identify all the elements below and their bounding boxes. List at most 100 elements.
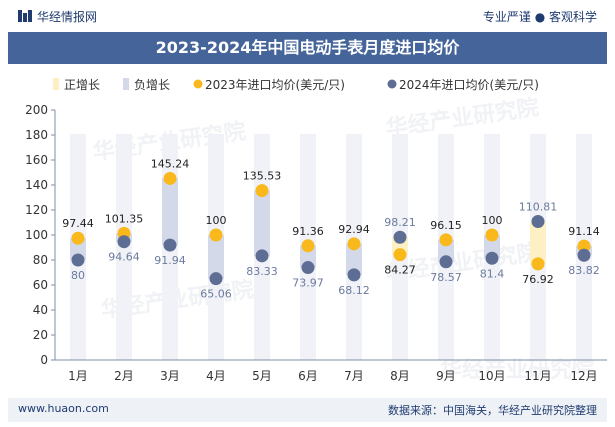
negative-growth-bar	[300, 245, 316, 268]
legend-label-2023: 2023年进口均价(美元/只)	[205, 78, 345, 92]
x-tick-label: 11月	[524, 369, 551, 383]
legend-marker-2024	[387, 79, 397, 89]
marker-2023[interactable]	[71, 231, 85, 245]
legend-label-2024: 2024年进口均价(美元/只)	[399, 78, 539, 92]
data-label-2024: 81.4	[480, 267, 505, 280]
data-label-2024: 73.97	[292, 277, 324, 290]
x-tick-label: 4月	[206, 369, 226, 383]
x-tick-label: 5月	[252, 369, 272, 383]
marker-2024[interactable]	[439, 255, 453, 269]
month-bands	[70, 134, 592, 360]
x-tick-label: 2月	[114, 369, 134, 383]
x-tick-label: 7月	[344, 369, 364, 383]
marker-2024[interactable]	[209, 272, 223, 286]
data-label-2024: 78.57	[430, 271, 462, 284]
marker-2023[interactable]	[531, 257, 545, 271]
marker-2024[interactable]	[485, 251, 499, 265]
markers	[71, 171, 591, 286]
data-labels: 97.44 80 101.35 94.64 145.24 91.94 100 65.06 135…	[62, 157, 600, 300]
marker-2024[interactable]	[255, 249, 269, 263]
marker-2023[interactable]	[485, 228, 499, 242]
marker-2023[interactable]	[577, 239, 591, 253]
data-label-2023: 100	[482, 214, 503, 227]
top-bar: 华经情报网 专业严谨 ● 客观科学	[0, 0, 615, 32]
x-tick-label: 9月	[436, 369, 456, 383]
x-tick-label: 3月	[160, 369, 180, 383]
data-label-2023: 100	[206, 214, 227, 227]
data-label-2024: 65.06	[200, 288, 232, 301]
y-tick-label: 60	[33, 278, 48, 292]
legend-label-negative: 负增长	[134, 78, 170, 92]
data-label-2023: 91.36	[292, 225, 324, 238]
data-label-2023: 76.92	[522, 273, 554, 286]
y-tick-label: 20	[33, 328, 48, 342]
marker-2023[interactable]	[163, 171, 177, 185]
x-tick-label: 12月	[570, 369, 597, 383]
brand-logo-icon	[18, 10, 32, 22]
data-label-2024: 80	[71, 269, 85, 282]
marker-2023[interactable]	[255, 184, 269, 198]
data-label-2024: 110.81	[519, 200, 558, 213]
positive-growth-bar	[530, 221, 546, 264]
data-label-2024: 68.12	[338, 284, 370, 297]
marker-2024[interactable]	[301, 261, 315, 275]
marker-2024[interactable]	[163, 238, 177, 252]
data-label-2023: 101.35	[105, 212, 144, 225]
y-axis: 0 20 40 60 80 100 120 140 160 180 200	[25, 103, 56, 367]
website-link[interactable]: www.huaon.com	[18, 402, 109, 415]
marker-2023[interactable]	[301, 239, 315, 253]
x-tick-label: 8月	[390, 369, 410, 383]
y-tick-label: 40	[33, 303, 48, 317]
data-label-2023: 96.15	[430, 219, 462, 232]
data-label-2024: 98.21	[384, 216, 416, 229]
legend-swatch-positive	[53, 78, 59, 90]
data-label-2023: 92.94	[338, 223, 370, 236]
y-tick-label: 140	[25, 178, 48, 192]
marker-2024[interactable]	[531, 214, 545, 228]
y-tick-label: 120	[25, 203, 48, 217]
y-tick-label: 100	[25, 228, 48, 242]
chart-title: 2023-2024年中国电动手表月度进口均价	[155, 38, 460, 57]
legend-label-positive: 正增长	[64, 78, 100, 92]
y-tick-label: 80	[33, 253, 48, 267]
data-label-2023: 145.24	[151, 157, 190, 170]
y-tick-label: 200	[25, 103, 48, 117]
data-label-2024: 83.82	[568, 264, 600, 277]
y-tick-label: 180	[25, 128, 48, 142]
negative-growth-bar	[208, 235, 224, 279]
x-axis: 1月 2月 3月 4月 5月 6月 7月 8月 9月 10月 11月 12月	[55, 359, 607, 383]
x-tick-label: 1月	[68, 369, 88, 383]
y-tick-label: 0	[40, 353, 48, 367]
negative-growth-bar	[254, 190, 270, 256]
chart: 正增长 负增长 2023年进口均价(美元/只) 2024年进口均价(美元/只) …	[25, 78, 607, 383]
y-tick-label: 160	[25, 153, 48, 167]
marker-2024[interactable]	[71, 253, 85, 267]
marker-2024[interactable]	[577, 248, 591, 262]
data-label-2023: 91.14	[568, 225, 600, 238]
negative-growth-bar	[70, 238, 86, 260]
legend-swatch-negative	[123, 78, 129, 90]
data-label-2023: 84.27	[384, 264, 416, 277]
x-tick-label: 6月	[298, 369, 318, 383]
slogan: 专业严谨 ● 客观科学	[482, 10, 597, 24]
negative-growth-bar	[438, 239, 454, 262]
brand-name: 华经情报网	[37, 10, 98, 24]
marker-2023[interactable]	[209, 228, 223, 242]
marker-2024[interactable]	[393, 230, 407, 244]
legend-marker-2023	[193, 79, 203, 89]
marker-2023[interactable]	[439, 233, 453, 247]
negative-growth-bar	[162, 178, 178, 246]
marker-2024[interactable]	[117, 235, 131, 249]
negative-growth-bar	[346, 243, 362, 275]
data-source: 数据来源：中国海关，华经产业研究院整理	[388, 404, 597, 417]
watermark: 华经产业研究院	[440, 358, 595, 383]
marker-2023[interactable]	[347, 237, 361, 251]
data-label-2024: 91.94	[154, 254, 186, 267]
change-bars	[70, 178, 592, 279]
data-label-2024: 83.33	[246, 265, 278, 278]
marker-2024[interactable]	[347, 268, 361, 282]
marker-2023[interactable]	[393, 248, 407, 262]
negative-growth-bar	[484, 235, 500, 259]
legend: 正增长 负增长 2023年进口均价(美元/只) 2024年进口均价(美元/只)	[53, 78, 539, 92]
